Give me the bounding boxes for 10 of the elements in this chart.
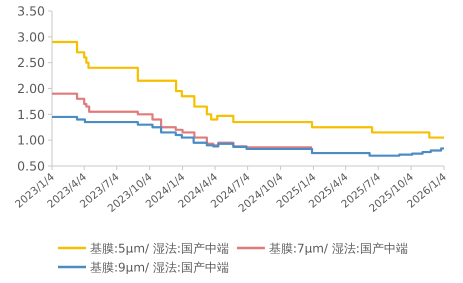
legend-label: 基膜:9μm/ 湿法:国产中端: [90, 260, 229, 274]
y-tick-label: 3.00: [17, 29, 46, 44]
y-tick-label: 2.50: [17, 55, 46, 70]
y-tick-label: 1.00: [17, 132, 46, 148]
y-tick-label: 2.00: [17, 81, 46, 96]
legend-label: 基膜:5μm/ 湿法:国产中端: [90, 242, 229, 256]
y-tick-label: 0.50: [17, 158, 46, 174]
y-tick-label: 3.50: [17, 4, 46, 18]
legend-label: 基膜:7μm/ 湿法:国产中端: [268, 242, 408, 256]
y-tick-label: 1.50: [17, 106, 46, 122]
